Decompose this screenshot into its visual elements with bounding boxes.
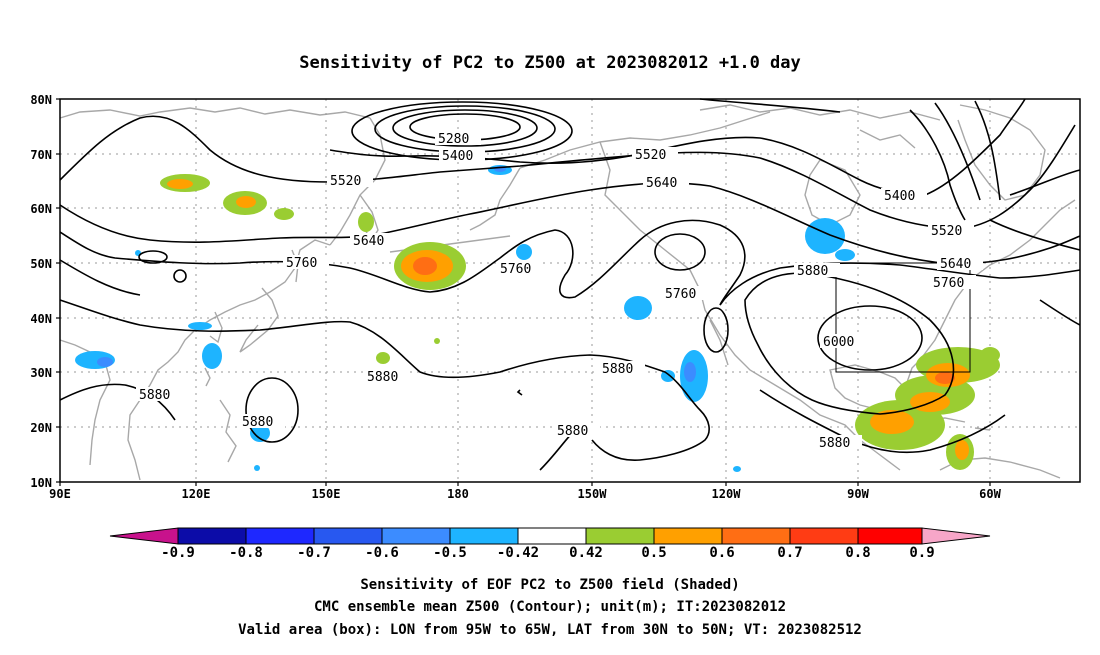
map-frame [59, 98, 1081, 483]
lat-label: 20N [30, 421, 52, 435]
contour-label: 5760 [933, 276, 964, 291]
contour-label: 6000 [823, 335, 854, 350]
contour-label: 5760 [665, 287, 696, 302]
caption-line-1: Sensitivity of EOF PC2 to Z500 field (Sh… [360, 577, 739, 593]
contour-label: 5640 [353, 234, 384, 249]
colorbar-bin [245, 527, 315, 545]
colorbar-label: -0.8 [229, 545, 263, 561]
colorbar-label: -0.9 [161, 545, 195, 561]
longitude-labels: 90E 120E 150E 180 150W 120W 90W 60W [49, 487, 1001, 501]
colorbar-label: -0.6 [365, 545, 399, 561]
contour-label: 5640 [940, 257, 971, 272]
contour-label: 5880 [819, 436, 850, 451]
colorbar-label: 0.8 [845, 545, 870, 561]
contour-label: 5760 [500, 262, 531, 277]
contour-label: 5520 [635, 148, 666, 163]
lon-label: 120W [712, 487, 742, 501]
colorbar-bin [585, 527, 655, 545]
lon-label: 180 [447, 487, 469, 501]
axis-ticks [56, 98, 991, 486]
contour-label: 5640 [646, 176, 677, 191]
lon-label: 120E [182, 487, 211, 501]
lon-label: 60W [979, 487, 1001, 501]
lat-label: 80N [30, 93, 52, 107]
contour-label: 5880 [242, 415, 273, 430]
lat-label: 10N [30, 476, 52, 490]
colorbar-label: 0.6 [709, 545, 734, 561]
colorbar-label: 0.9 [909, 545, 934, 561]
latitude-labels: 80N 70N 60N 50N 40N 30N 20N 10N [30, 93, 52, 490]
colorbar-bin [789, 527, 859, 545]
colorbar-label: 0.5 [641, 545, 666, 561]
valid-area-box [835, 262, 971, 373]
contour-label: 5880 [367, 370, 398, 385]
colorbar-bin [517, 527, 587, 545]
contour-label: 5880 [797, 264, 828, 279]
contour-label: 5880 [602, 362, 633, 377]
colorbar-bins [177, 527, 923, 545]
colorbar-labels: -0.9 -0.8 -0.7 -0.6 -0.5 -0.42 0.42 0.5 … [161, 545, 935, 561]
contour-label: 5400 [442, 149, 473, 164]
colorbar-bin [381, 527, 451, 545]
colorbar-below-arrow [109, 527, 179, 545]
colorbar-label: -0.7 [297, 545, 331, 561]
colorbar-bin [857, 527, 923, 545]
figure-caption: Sensitivity of EOF PC2 to Z500 field (Sh… [238, 577, 862, 638]
contour-label: 5400 [884, 189, 915, 204]
colorbar: -0.9 -0.8 -0.7 -0.6 -0.5 -0.42 0.42 0.5 … [109, 527, 991, 561]
colorbar-label: -0.42 [497, 545, 539, 561]
contour-label: 5760 [286, 256, 317, 271]
colorbar-bin [313, 527, 383, 545]
colorbar-label: 0.7 [777, 545, 802, 561]
figure-title: Sensitivity of PC2 to Z500 at 2023082012… [299, 53, 801, 73]
contour-labels: 5280 5400 5520 5520 5640 5640 5760 5760 … [136, 131, 983, 451]
lon-label: 90W [847, 487, 869, 501]
colorbar-label: 0.42 [569, 545, 603, 561]
contour-label: 5880 [557, 424, 588, 439]
contour-label: 5520 [931, 224, 962, 239]
lat-label: 50N [30, 257, 52, 271]
colorbar-above-arrow [921, 527, 991, 545]
colorbar-bin [177, 527, 247, 545]
lon-label: 90E [49, 487, 71, 501]
lat-label: 30N [30, 366, 52, 380]
lat-label: 40N [30, 312, 52, 326]
colorbar-bin [653, 527, 723, 545]
contour-label: 5280 [438, 132, 469, 147]
contour-label: 5520 [330, 174, 361, 189]
lon-label: 150W [578, 487, 608, 501]
lat-label: 70N [30, 148, 52, 162]
caption-line-2: CMC ensemble mean Z500 (Contour); unit(m… [314, 599, 786, 615]
contour-label: 5880 [139, 388, 170, 403]
colorbar-bin [449, 527, 519, 545]
colorbar-label: -0.5 [433, 545, 467, 561]
colorbar-bin [721, 527, 791, 545]
lat-label: 60N [30, 202, 52, 216]
lon-label: 150E [312, 487, 341, 501]
caption-line-3: Valid area (box): LON from 95W to 65W, L… [238, 622, 862, 638]
